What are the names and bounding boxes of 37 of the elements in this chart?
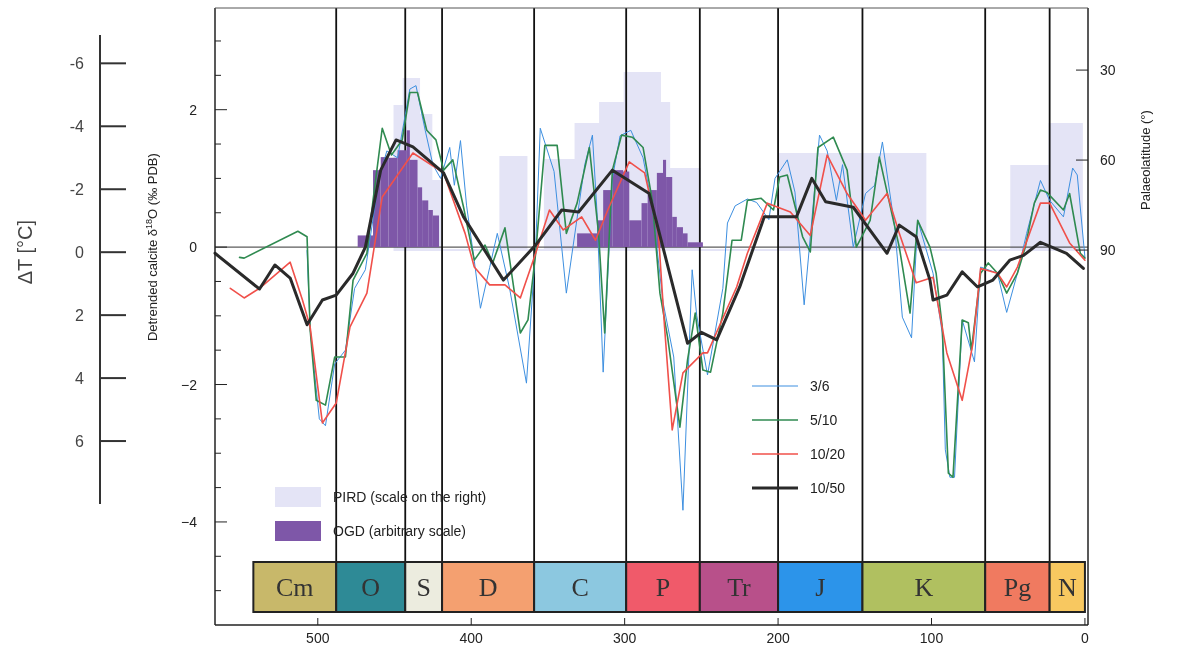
y3-tick-label: 4 bbox=[75, 370, 85, 388]
y-tick-label: 0 bbox=[189, 239, 198, 256]
band-label: C bbox=[571, 573, 589, 602]
y3-tick-label: -6 bbox=[69, 55, 85, 73]
band-label: Cm bbox=[275, 573, 314, 602]
y2-tick-label: 30 bbox=[1100, 62, 1116, 79]
y3-tick-label: 0 bbox=[75, 244, 85, 262]
band-label: N bbox=[1057, 573, 1077, 602]
y-tick-label: 2 bbox=[189, 101, 198, 118]
band-label: K bbox=[914, 573, 934, 602]
legend-label: 10/20 bbox=[810, 446, 846, 462]
legend-label: 10/50 bbox=[810, 480, 846, 496]
x-tick-label: 300 bbox=[612, 630, 637, 646]
y2-tick-label: 60 bbox=[1100, 152, 1116, 169]
band-label: Pg bbox=[1003, 573, 1032, 602]
x-tick-label: 0 bbox=[1081, 630, 1090, 646]
y2-axis-title: Palaeolatitude (°) bbox=[1138, 110, 1153, 211]
band-label: Tr bbox=[727, 573, 752, 602]
band-label: D bbox=[478, 573, 498, 602]
y3-axis-title: ΔT [°C] bbox=[14, 220, 36, 285]
y-tick-label: −2 bbox=[181, 376, 198, 393]
band-label: O bbox=[361, 573, 381, 602]
band-label: J bbox=[815, 573, 826, 602]
x-tick-label: 500 bbox=[306, 630, 330, 646]
y3-tick-label: 2 bbox=[75, 307, 85, 325]
legend-label: 5/10 bbox=[810, 412, 838, 428]
y2-tick-label: 90 bbox=[1100, 242, 1116, 259]
y3-tick-label: -4 bbox=[69, 118, 85, 136]
x-tick-label: 100 bbox=[919, 630, 944, 646]
y-tick-label: −4 bbox=[181, 513, 198, 530]
x-tick-label: 400 bbox=[459, 630, 484, 646]
y3-tick-label: -2 bbox=[69, 181, 85, 199]
x-tick-label: 200 bbox=[766, 630, 790, 646]
y3-tick-label: 6 bbox=[75, 433, 85, 451]
band-label: S bbox=[416, 573, 431, 602]
legend-label: 3/6 bbox=[810, 378, 830, 394]
band-label: P bbox=[655, 573, 671, 602]
